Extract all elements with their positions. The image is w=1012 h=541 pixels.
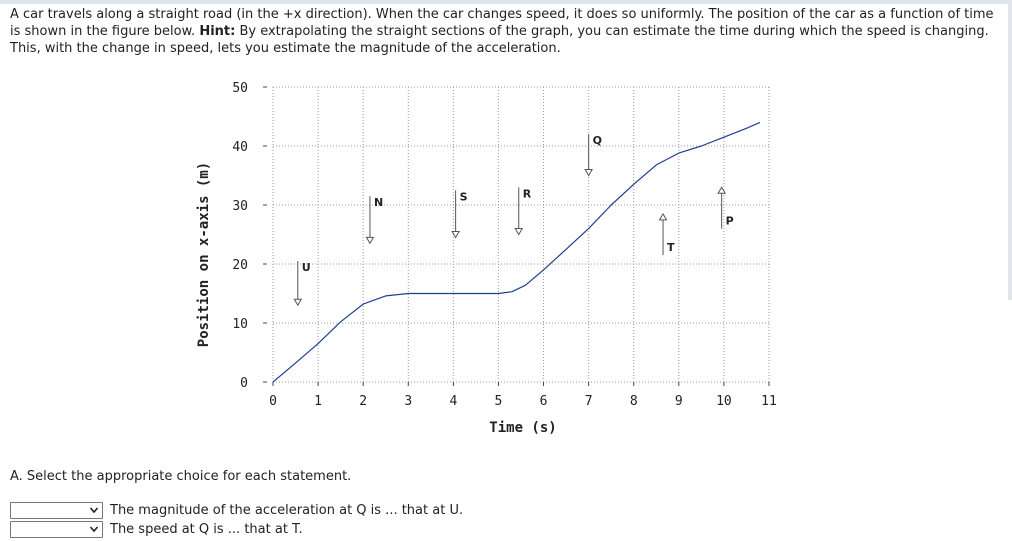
x-tick-label: 7 (585, 394, 593, 409)
annotation-label: R (523, 187, 532, 200)
intro-text: A car travels along a straight road (in … (10, 7, 994, 39)
x-tick-label: 4 (449, 394, 457, 409)
arrow-head-up-icon (717, 186, 727, 194)
x-tick-label: 3 (404, 394, 412, 409)
arrow-head-down-icon (293, 298, 303, 307)
annotation-label: Q (593, 134, 602, 147)
annotation-label: P (726, 215, 734, 228)
x-tick-label: 2 (359, 394, 367, 409)
chevron-down-icon (89, 507, 99, 514)
statement-1-select[interactable] (10, 502, 103, 519)
chevron-down-icon (89, 526, 99, 533)
x-tick-label: 11 (761, 394, 777, 409)
hint-text: By extrapolating the straight sections o… (10, 24, 989, 56)
arrow-head-down-icon (584, 169, 594, 177)
statement-2-select[interactable] (10, 521, 103, 538)
y-tick-label: 20 (232, 258, 248, 273)
x-tick-label: 1 (314, 394, 322, 409)
statement-1-text: The magnitude of the acceleration at Q i… (110, 503, 464, 518)
x-tick-label: 10 (716, 394, 732, 409)
y-tick-label: 0 (240, 376, 248, 391)
y-tick-label: 30 (232, 199, 248, 214)
position-time-graph: 0 1 2 3 4 5 6 7 8 9 10 11 0 10 20 30 40 50 Time (s) Positio… (196, 81, 777, 436)
statement-row-2: The speed at Q is ... that at T. (10, 520, 303, 539)
arrow-head-down-icon (451, 230, 460, 239)
x-axis-label: Time (s) (489, 420, 556, 436)
y-tick-label: 40 (232, 140, 248, 155)
annotation-label: N (374, 196, 383, 209)
x-tick-label: 6 (540, 394, 548, 409)
problem-intro: A car travels along a straight road (in … (10, 6, 1000, 57)
annotation-label: T (667, 241, 675, 254)
x-tick-label: 5 (495, 394, 503, 409)
part-a-title: A. Select the appropriate choice for eac… (10, 469, 352, 484)
top-border (0, 0, 1012, 4)
x-tick-label: 0 (269, 394, 277, 409)
position-curve (272, 121, 761, 383)
arrow-head-up-icon (658, 212, 668, 221)
hint-label: Hint: (199, 24, 236, 39)
y-axis-label: Position on x-axis (m) (196, 162, 212, 347)
x-tick-label: 8 (630, 394, 638, 409)
arrow-head-down-icon (365, 236, 375, 245)
y-tick-label: 50 (232, 81, 248, 96)
annotation-label: U (302, 261, 311, 274)
annotation-label: S (460, 190, 468, 203)
statement-2-text: The speed at Q is ... that at T. (110, 522, 303, 537)
statement-row-1: The magnitude of the acceleration at Q i… (10, 501, 463, 520)
y-tick-label: 10 (232, 317, 248, 332)
right-scroll-edge (1008, 0, 1012, 300)
arrow-head-down-icon (514, 228, 524, 236)
x-tick-label: 9 (675, 394, 683, 409)
